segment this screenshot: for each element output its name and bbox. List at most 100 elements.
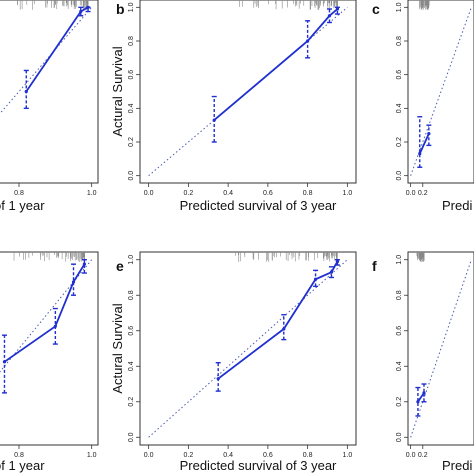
plot-frame xyxy=(0,251,99,446)
y-axis-title: Actural Survival xyxy=(110,303,125,393)
x-axis-title: Predicted survival of 3 year xyxy=(180,458,337,473)
plot-frame xyxy=(139,0,357,184)
data-point xyxy=(211,95,217,143)
y-tick-label: 0.6 xyxy=(396,326,403,336)
y-tick-label: 0.6 xyxy=(128,326,135,336)
panel-e: 0.0 0.2 0.4 0.6 0.8 1.0 0.0 0.2 0.4 0.6 0.8 1.0 Pred… xyxy=(110,251,357,473)
panel-d: 0.8 1.0 of 1 year xyxy=(0,251,99,473)
x-tick-label: 0.0 xyxy=(144,190,154,197)
y-tick-label: 0.2 xyxy=(396,137,403,147)
x-tick-label: 0.2 xyxy=(418,190,428,197)
point-marker xyxy=(329,270,334,274)
data-point xyxy=(421,383,427,403)
y-tick-label: 1.0 xyxy=(128,255,135,265)
y-tick-label: 0.0 xyxy=(396,171,403,181)
x-axis-title: of 1 year xyxy=(0,198,45,213)
plot-frame xyxy=(139,251,357,446)
y-tick-label: 0.8 xyxy=(396,290,403,300)
point-marker xyxy=(422,391,426,395)
x-tick-label: 1.0 xyxy=(87,452,97,459)
x-tick-label: 0.4 xyxy=(223,452,233,459)
y-tick-label: 1.0 xyxy=(396,255,403,265)
y-tick-label: 0.4 xyxy=(128,361,135,371)
x-tick-label: 0.8 xyxy=(14,190,24,197)
calibration-line xyxy=(213,8,339,121)
rug-marks xyxy=(416,252,425,262)
data-point xyxy=(305,20,311,59)
x-axis-title: Predi xyxy=(442,458,472,473)
reference-diagonal xyxy=(410,7,472,176)
y-tick-label: 0.4 xyxy=(396,103,403,113)
plot-frame xyxy=(407,251,474,446)
plot-frame xyxy=(0,0,99,184)
reference-diagonal xyxy=(0,259,93,373)
y-tick-label: 1.0 xyxy=(396,2,403,12)
y-tick-label: 0.6 xyxy=(128,70,135,80)
calibration-line xyxy=(217,261,339,380)
y-tick-label: 0.2 xyxy=(128,397,135,407)
point-marker xyxy=(212,118,216,122)
data-point xyxy=(23,69,29,110)
rug-marks xyxy=(17,0,89,10)
data-point xyxy=(334,259,340,266)
y-tick-label: 0.8 xyxy=(396,36,403,46)
data-point xyxy=(71,263,77,296)
data-point xyxy=(328,266,334,279)
point-marker xyxy=(335,259,340,264)
rug-marks xyxy=(13,252,85,262)
x-tick-label: 1.0 xyxy=(342,190,352,197)
panel-letter: f xyxy=(372,258,377,274)
x-tick-label: 0.0 xyxy=(406,452,416,459)
y-tick-label: 0.8 xyxy=(128,36,135,46)
point-marker xyxy=(79,9,83,14)
panel-letter: b xyxy=(116,1,125,17)
panel-a: 0.8 1.0 of 1 year xyxy=(0,0,99,213)
data-point xyxy=(417,116,423,168)
y-tick-label: 0.4 xyxy=(396,361,403,371)
data-point xyxy=(326,8,332,24)
point-marker xyxy=(313,277,318,281)
y-tick-label: 1.0 xyxy=(128,2,135,12)
point-marker xyxy=(24,89,28,94)
y-tick-label: 0.0 xyxy=(128,171,135,181)
x-tick-label: 0.6 xyxy=(263,452,273,459)
x-tick-label: 1.0 xyxy=(342,452,352,459)
y-tick-label: 0.0 xyxy=(128,432,135,442)
calibration-line xyxy=(418,133,430,155)
x-tick-label: 0.0 xyxy=(144,452,154,459)
x-tick-label: 0.6 xyxy=(263,190,273,197)
point-marker xyxy=(53,324,57,328)
data-point xyxy=(426,124,432,147)
point-marker xyxy=(327,14,332,18)
point-marker xyxy=(427,131,431,136)
point-marker xyxy=(282,327,286,331)
x-tick-label: 0.8 xyxy=(14,452,24,459)
data-point xyxy=(313,269,319,288)
point-marker xyxy=(2,360,7,364)
y-tick-label: 0.0 xyxy=(396,432,403,442)
y-tick-label: 0.2 xyxy=(396,397,403,407)
x-tick-label: 0.0 xyxy=(406,190,416,197)
x-tick-label: 0.8 xyxy=(303,190,313,197)
x-tick-label: 0.2 xyxy=(184,190,194,197)
x-tick-label: 0.2 xyxy=(418,452,428,459)
calibration-line xyxy=(3,263,86,363)
rug-marks xyxy=(239,0,338,10)
y-axis-title: Actural Survival xyxy=(110,46,125,136)
point-marker xyxy=(216,377,220,381)
plot-frame xyxy=(407,0,474,184)
rug-marks xyxy=(419,0,430,10)
x-tick-label: 0.8 xyxy=(303,452,313,459)
data-point xyxy=(78,6,84,17)
calibration-line xyxy=(25,6,89,93)
data-point xyxy=(81,259,87,274)
point-marker xyxy=(82,262,87,266)
data-point xyxy=(1,334,7,394)
x-axis-title: of 1 year xyxy=(0,458,45,473)
x-tick-label: 0.4 xyxy=(223,190,233,197)
x-axis-title: Predi xyxy=(442,198,472,213)
data-point xyxy=(215,362,221,392)
